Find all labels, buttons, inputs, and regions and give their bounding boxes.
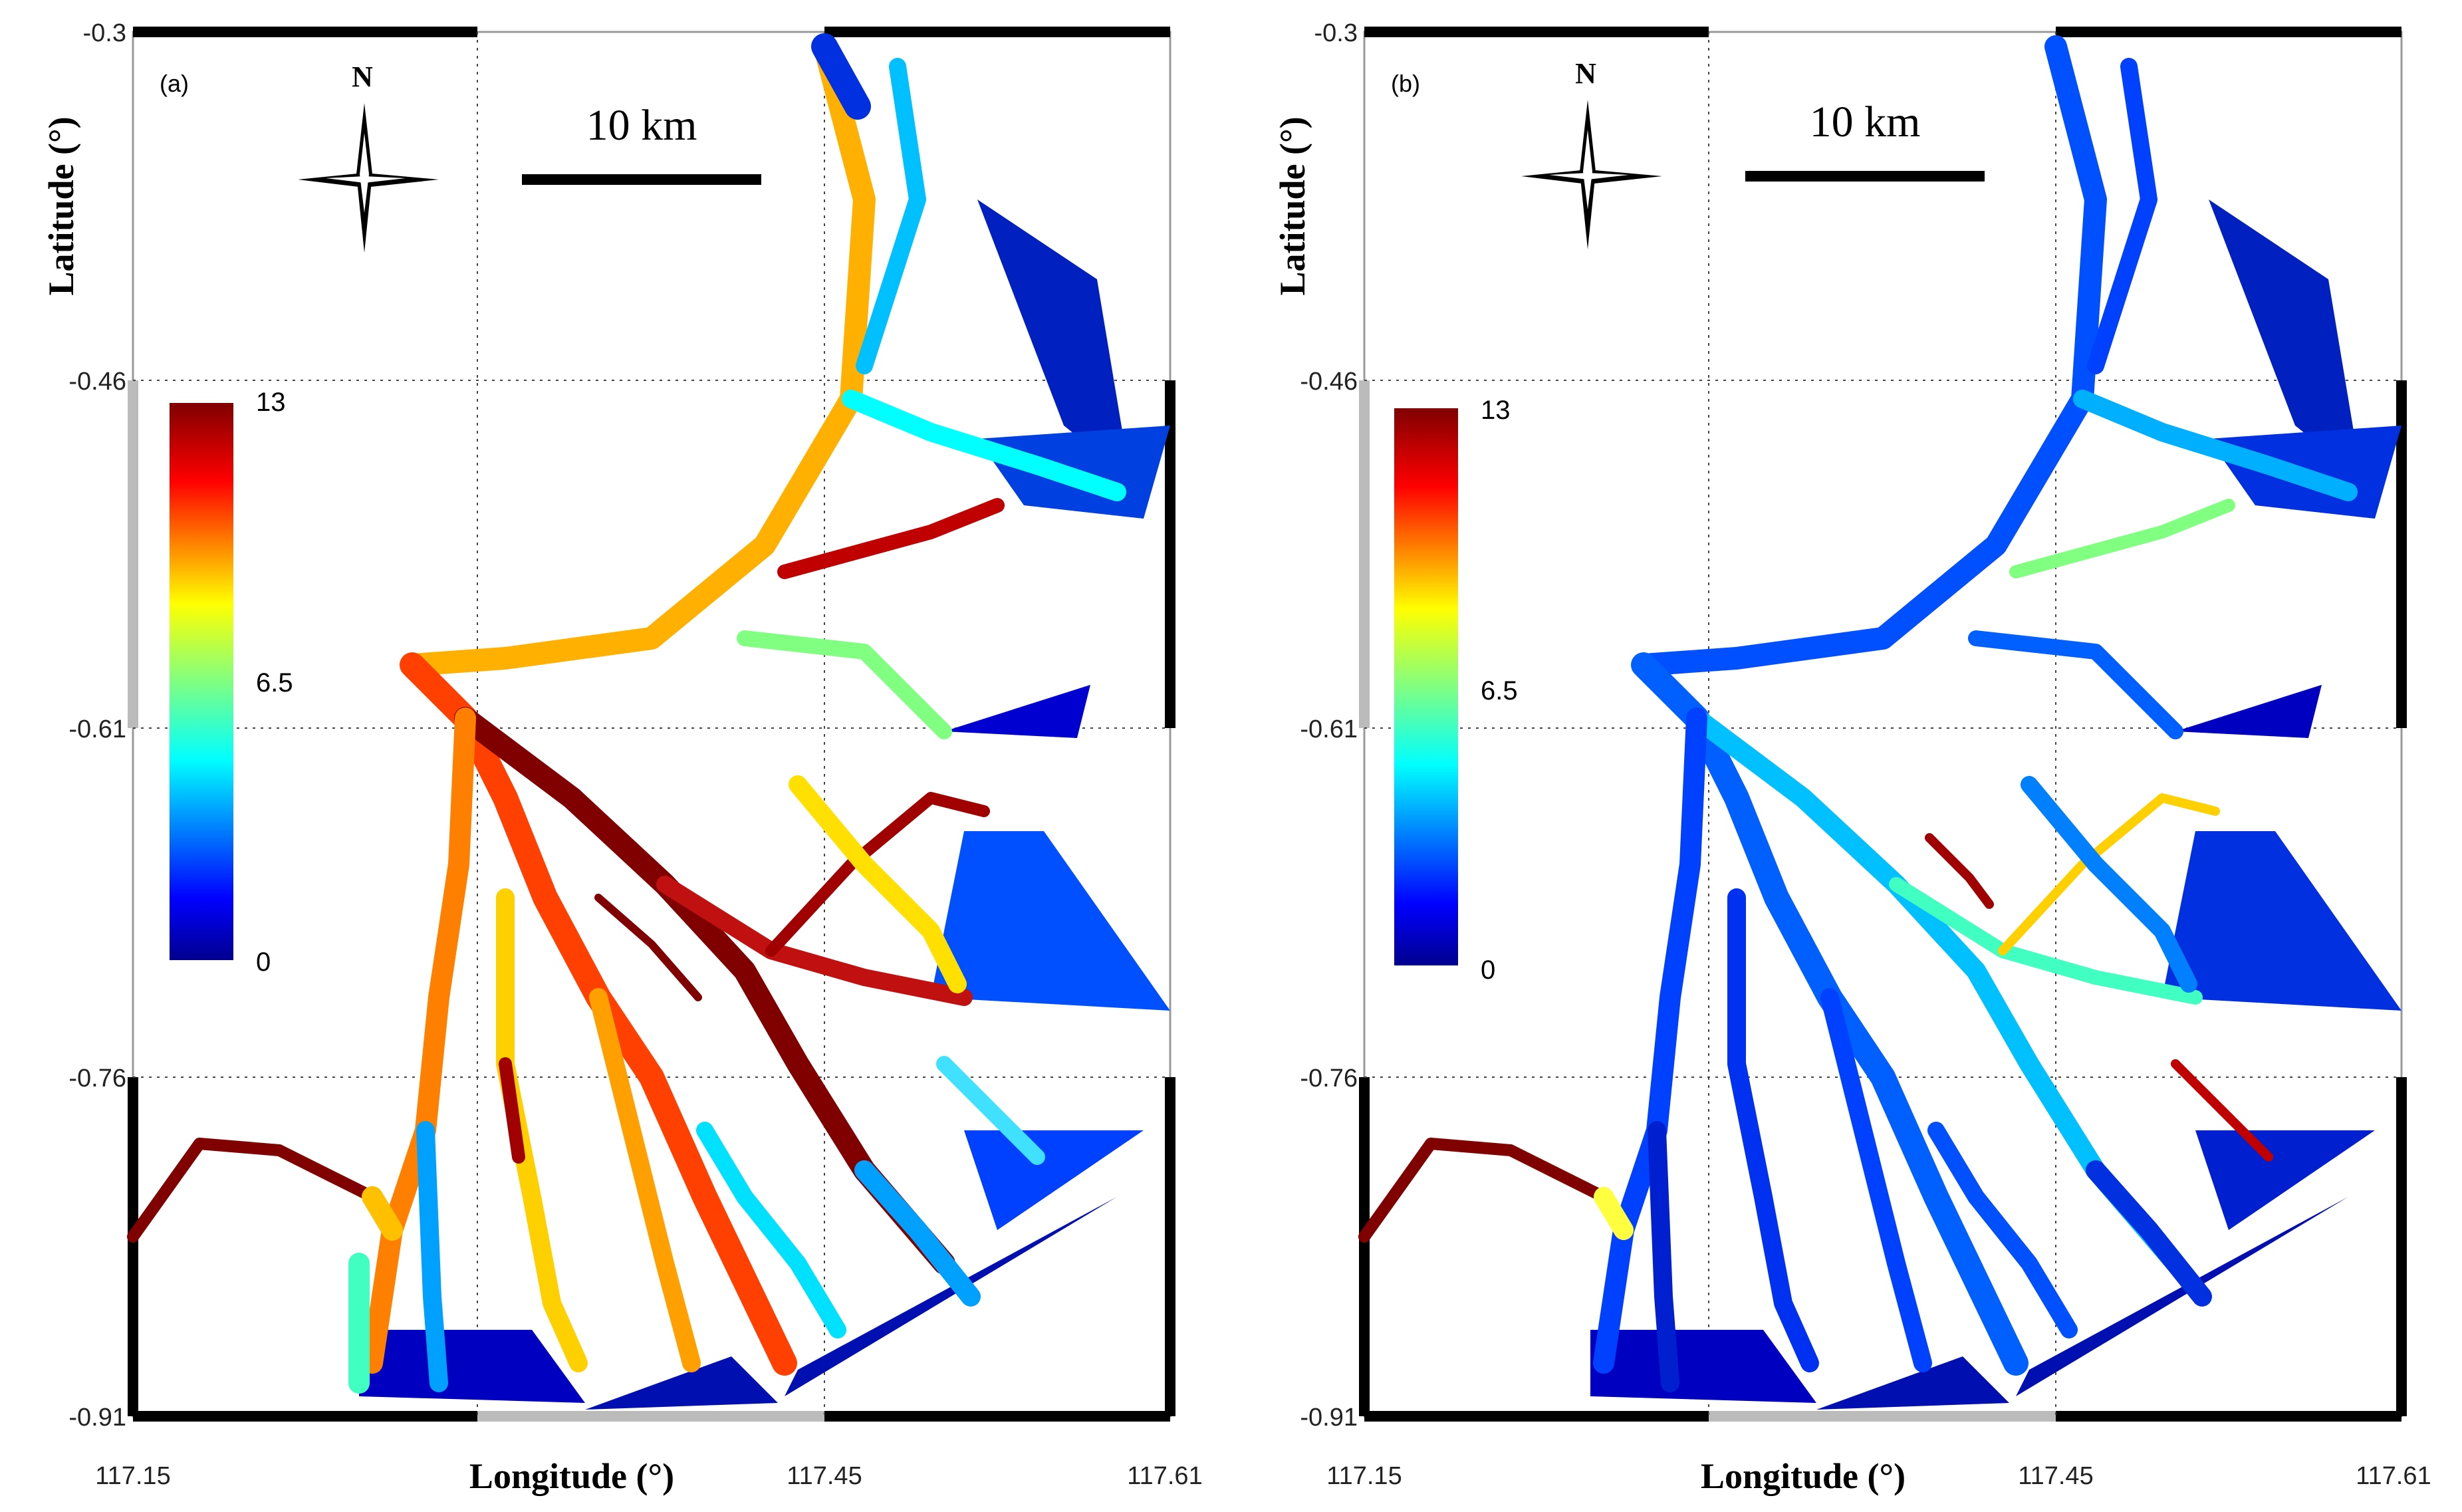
colorbar-min: 0 [1481, 955, 1495, 985]
panel-label: (a) [160, 70, 189, 97]
y-tick: -0.46 [1300, 368, 1358, 396]
x-tick: 117.15 [95, 1462, 170, 1490]
y-tick: -0.3 [83, 19, 126, 47]
x-tick: 117.45 [2018, 1462, 2093, 1490]
colorbar-gradient [1394, 408, 1458, 965]
colorbar-mid: 6.5 [256, 668, 293, 697]
scale-bar: 10 km [1745, 98, 1985, 182]
y-tick: -0.61 [1300, 715, 1358, 743]
panel-label: (b) [1391, 70, 1420, 97]
frame-border [1359, 27, 2407, 1422]
y-tick-labels: -0.3 -0.46 -0.61 -0.76 -0.91 [1300, 19, 1358, 1432]
x-tick: 117.61 [1127, 1462, 1202, 1490]
colorbar: 13 6.5 0 [170, 388, 293, 977]
x-tick: 117.45 [787, 1462, 862, 1490]
scale-bar-label: 10 km [1810, 98, 1921, 146]
y-tick: -0.91 [1300, 1404, 1358, 1432]
y-tick: -0.46 [68, 368, 126, 396]
north-label: N [352, 61, 373, 93]
north-arrow-icon: N [298, 61, 439, 253]
y-tick-labels: -0.3 -0.46 -0.61 -0.76 -0.91 [68, 19, 126, 1432]
scale-bar-label: 10 km [586, 101, 697, 150]
colorbar-mid: 6.5 [1481, 676, 1518, 705]
y-axis-title: Latitude (°) [1273, 116, 1312, 295]
frame-border [128, 27, 1175, 1422]
x-tick: 117.61 [2356, 1462, 2431, 1490]
estuary-channels [127, 33, 1170, 1410]
north-arrow-icon: N [1521, 57, 1662, 249]
y-tick: -0.91 [68, 1404, 126, 1432]
y-tick: -0.61 [68, 715, 126, 743]
colorbar-max: 13 [256, 388, 286, 417]
colorbar-max: 13 [1481, 396, 1511, 425]
x-tick-labels: 117.15 117.45 117.61 [95, 1462, 1202, 1490]
x-tick: 117.15 [1326, 1462, 1402, 1490]
colorbar-min: 0 [256, 947, 271, 977]
colorbar-gradient [170, 403, 233, 960]
panel-b: (b) N 10 km 13 6.5 0 -0.3 -0.46 -0.61 -0… [1273, 19, 2431, 1496]
x-tick-labels: 117.15 117.45 117.61 [1326, 1462, 2431, 1490]
x-axis-title: Longitude (°) [469, 1456, 674, 1496]
scale-bar: 10 km [522, 101, 761, 185]
panel-a: (a) N 10 km 13 6.5 0 -0.3 -0.46 -0.61 -0… [41, 19, 1203, 1496]
y-tick: -0.3 [1314, 19, 1358, 47]
north-label: N [1575, 57, 1596, 90]
y-tick: -0.76 [68, 1065, 126, 1092]
x-axis-title: Longitude (°) [1701, 1456, 1906, 1496]
y-axis-title: Latitude (°) [41, 116, 81, 295]
y-tick: -0.76 [1300, 1065, 1358, 1092]
colorbar: 13 6.5 0 [1394, 396, 1518, 985]
estuary-channels [1358, 35, 2401, 1410]
